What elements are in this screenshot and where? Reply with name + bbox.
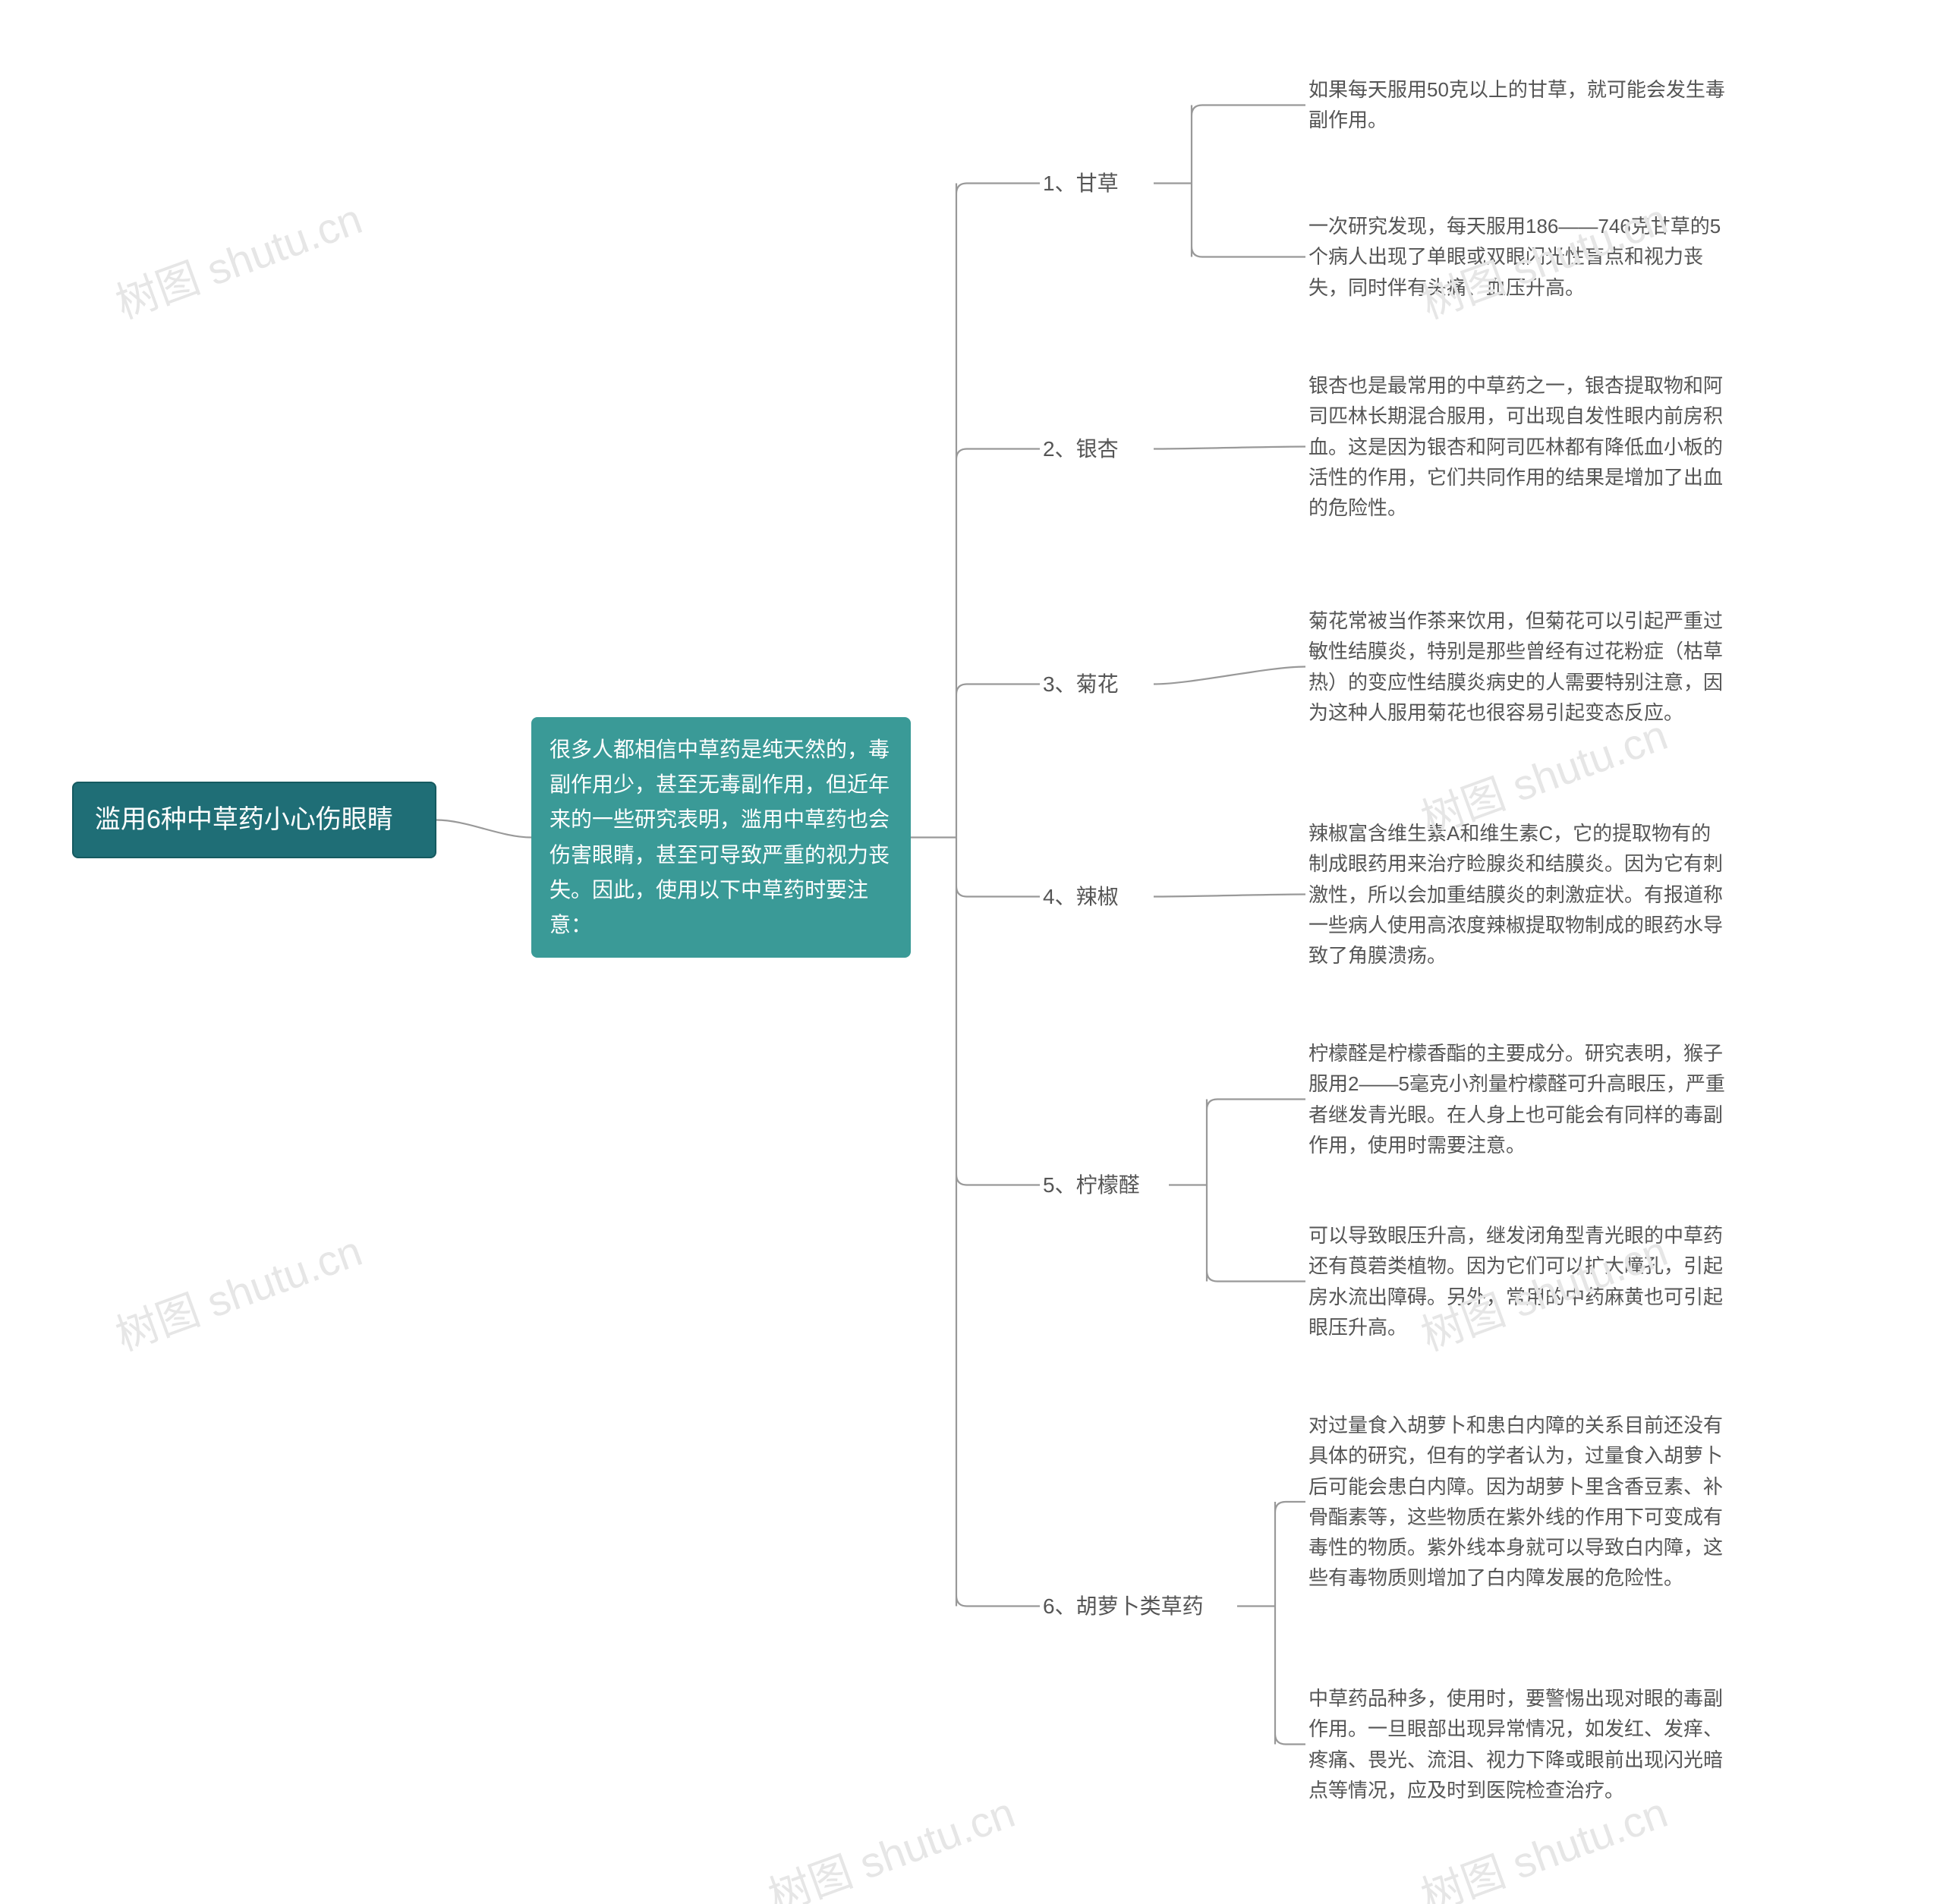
- leaf-node: 一次研究发现，每天服用186——746克甘草的5个病人出现了单眼或双眼闪光性盲点…: [1305, 205, 1730, 309]
- mindmap-stage: 滥用6种中草药小心伤眼睛 很多人都相信中草药是纯天然的，毒副作用少，甚至无毒副作…: [0, 0, 1943, 1904]
- leaf-text: 柠檬醛是柠檬香酯的主要成分。研究表明，猴子服用2——5毫克小剂量柠檬醛可升高眼压…: [1308, 1042, 1725, 1157]
- category-node: 3、菊花: [1040, 660, 1154, 708]
- category-label: 4、辣椒: [1043, 885, 1119, 908]
- intro-node: 很多人都相信中草药是纯天然的，毒副作用少，甚至无毒副作用，但近年来的一些研究表明…: [531, 717, 911, 958]
- leaf-node: 银杏也是最常用的中草药之一，银杏提取物和阿司匹林长期混合服用，可出现自发性眼内前…: [1305, 364, 1730, 529]
- watermark-text: 树图 shutu.cn: [106, 185, 370, 331]
- watermark-text: 树图 shutu.cn: [759, 1779, 1022, 1904]
- leaf-node: 可以导致眼压升高，继发闭角型青光眼的中草药还有莨菪类植物。因为它们可以扩大瞳孔，…: [1305, 1214, 1730, 1349]
- leaf-text: 辣椒富含维生素A和维生素C，它的提取物有的制成眼药用来治疗睑腺炎和结膜炎。因为它…: [1308, 822, 1723, 967]
- category-label: 6、胡萝卜类草药: [1043, 1594, 1204, 1618]
- leaf-node: 对过量食入胡萝卜和患白内障的关系目前还没有具体的研究，但有的学者认为，过量食入胡…: [1305, 1404, 1730, 1600]
- category-node: 1、甘草: [1040, 159, 1154, 207]
- category-node: 5、柠檬醛: [1040, 1161, 1169, 1209]
- leaf-text: 对过量食入胡萝卜和患白内障的关系目前还没有具体的研究，但有的学者认为，过量食入胡…: [1308, 1414, 1723, 1589]
- leaf-node: 辣椒富含维生素A和维生素C，它的提取物有的制成眼药用来治疗睑腺炎和结膜炎。因为它…: [1305, 812, 1730, 977]
- category-label: 2、银杏: [1043, 437, 1119, 461]
- root-label: 滥用6种中草药小心伤眼睛: [95, 805, 393, 834]
- category-node: 4、辣椒: [1040, 873, 1154, 921]
- category-label: 3、菊花: [1043, 672, 1119, 696]
- leaf-node: 菊花常被当作茶来饮用，但菊花可以引起严重过敏性结膜炎，特别是那些曾经有过花粉症（…: [1305, 600, 1730, 734]
- category-node: 6、胡萝卜类草药: [1040, 1582, 1237, 1630]
- leaf-text: 中草药品种多，使用时，要警惕出现对眼的毒副作用。一旦眼部出现异常情况，如发红、发…: [1308, 1687, 1723, 1802]
- leaf-node: 如果每天服用50克以上的甘草，就可能会发生毒副作用。: [1305, 68, 1730, 142]
- category-label: 5、柠檬醛: [1043, 1173, 1140, 1197]
- leaf-text: 如果每天服用50克以上的甘草，就可能会发生毒副作用。: [1308, 78, 1725, 131]
- intro-text: 很多人都相信中草药是纯天然的，毒副作用少，甚至无毒副作用，但近年来的一些研究表明…: [550, 738, 890, 936]
- leaf-text: 菊花常被当作茶来饮用，但菊花可以引起严重过敏性结膜炎，特别是那些曾经有过花粉症（…: [1308, 609, 1723, 724]
- category-node: 2、银杏: [1040, 425, 1154, 473]
- leaf-node: 柠檬醛是柠檬香酯的主要成分。研究表明，猴子服用2——5毫克小剂量柠檬醛可升高眼压…: [1305, 1032, 1730, 1166]
- leaf-text: 一次研究发现，每天服用186——746克甘草的5个病人出现了单眼或双眼闪光性盲点…: [1308, 215, 1721, 299]
- category-label: 1、甘草: [1043, 172, 1119, 195]
- root-node: 滥用6种中草药小心伤眼睛: [72, 782, 436, 858]
- leaf-text: 可以导致眼压升高，继发闭角型青光眼的中草药还有莨菪类植物。因为它们可以扩大瞳孔，…: [1308, 1224, 1723, 1339]
- leaf-text: 银杏也是最常用的中草药之一，银杏提取物和阿司匹林长期混合服用，可出现自发性眼内前…: [1308, 374, 1723, 519]
- watermark-text: 树图 shutu.cn: [106, 1217, 370, 1363]
- leaf-node: 中草药品种多，使用时，要警惕出现对眼的毒副作用。一旦眼部出现异常情况，如发红、发…: [1305, 1677, 1730, 1811]
